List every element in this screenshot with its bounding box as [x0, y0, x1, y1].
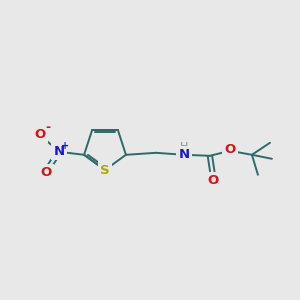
Text: O: O: [207, 174, 218, 187]
Text: O: O: [34, 128, 46, 141]
Text: S: S: [100, 164, 110, 176]
Text: H: H: [180, 142, 188, 152]
Text: O: O: [40, 166, 52, 179]
Text: +: +: [61, 141, 69, 151]
Text: -: -: [46, 121, 51, 134]
Text: N: N: [53, 145, 64, 158]
Text: N: N: [178, 148, 190, 161]
Text: O: O: [224, 143, 236, 156]
